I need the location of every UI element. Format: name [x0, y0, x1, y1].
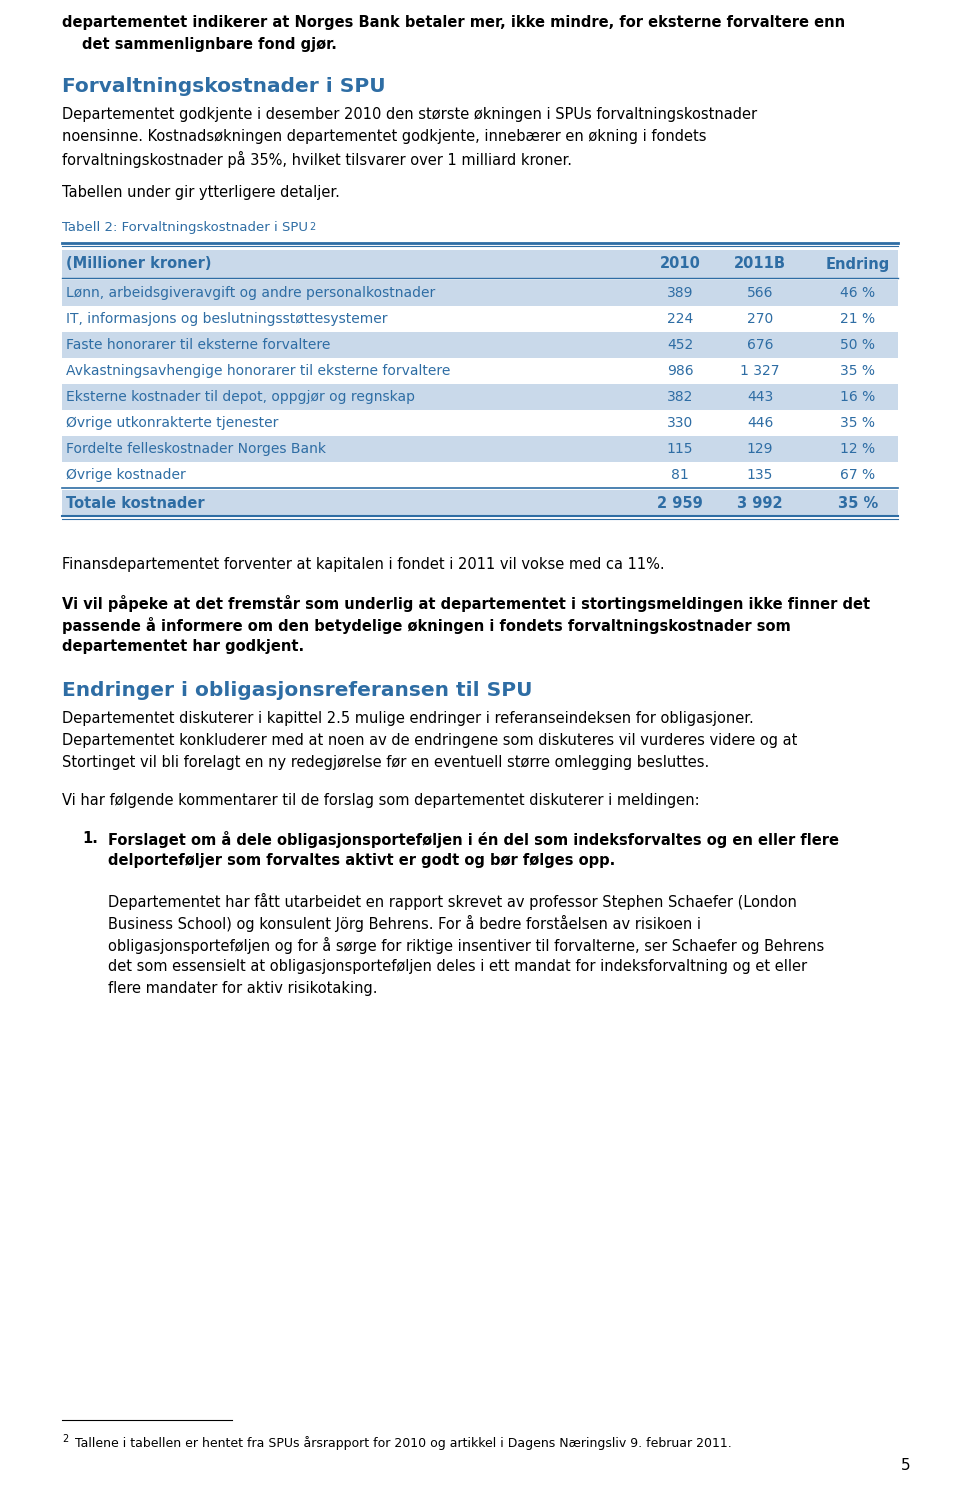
Text: 35 %: 35 % [841, 415, 876, 430]
Text: Faste honorarer til eksterne forvaltere: Faste honorarer til eksterne forvaltere [66, 338, 330, 351]
Text: delporteføljer som forvaltes aktivt er godt og bør følges opp.: delporteføljer som forvaltes aktivt er g… [108, 853, 615, 868]
Text: flere mandater for aktiv risikotaking.: flere mandater for aktiv risikotaking. [108, 981, 377, 996]
Text: Endringer i obligasjonsreferansen til SPU: Endringer i obligasjonsreferansen til SP… [62, 680, 533, 700]
Text: 115: 115 [667, 442, 693, 456]
Text: noensinne. Kostnadsøkningen departementet godkjente, innebærer en økning i fonde: noensinne. Kostnadsøkningen departemente… [62, 130, 707, 144]
Text: Business School) og konsulent Jörg Behrens. For å bedre forståelsen av risikoen : Business School) og konsulent Jörg Behre… [108, 916, 701, 932]
Text: 67 %: 67 % [840, 468, 876, 482]
Text: 566: 566 [747, 286, 773, 299]
Text: forvaltningskostnader på 35%, hvilket tilsvarer over 1 milliard kroner.: forvaltningskostnader på 35%, hvilket ti… [62, 150, 572, 168]
Text: Tabellen under gir ytterligere detaljer.: Tabellen under gir ytterligere detaljer. [62, 185, 340, 200]
Text: Stortinget vil bli forelagt en ny redegjørelse før en eventuell større omlegging: Stortinget vil bli forelagt en ny redegj… [62, 755, 709, 770]
Bar [62, 280, 898, 307]
Text: Vi har følgende kommentarer til de forslag som departementet diskuterer i meldin: Vi har følgende kommentarer til de forsl… [62, 794, 700, 809]
Text: Fordelte felleskostnader Norges Bank: Fordelte felleskostnader Norges Bank [66, 442, 326, 456]
Text: 50 %: 50 % [841, 338, 876, 351]
Text: 46 %: 46 % [840, 286, 876, 299]
Text: Finansdepartementet forventer at kapitalen i fondet i 2011 vil vokse med ca 11%.: Finansdepartementet forventer at kapital… [62, 557, 664, 572]
Bar [62, 384, 898, 409]
Text: 2011B: 2011B [734, 256, 786, 271]
Text: departementet indikerer at Norges Bank betaler mer, ikke mindre, for eksterne fo: departementet indikerer at Norges Bank b… [62, 15, 845, 30]
Text: Tallene i tabellen er hentet fra SPUs årsrapport for 2010 og artikkel i Dagens N: Tallene i tabellen er hentet fra SPUs år… [71, 1435, 732, 1450]
Text: 35 %: 35 % [838, 496, 878, 511]
Text: Forvaltningskostnader i SPU: Forvaltningskostnader i SPU [62, 77, 386, 95]
Text: 1.: 1. [82, 831, 98, 846]
Text: Øvrige kostnader: Øvrige kostnader [66, 468, 185, 482]
Text: Tabell 2: Forvaltningskostnader i SPU: Tabell 2: Forvaltningskostnader i SPU [62, 220, 308, 234]
Text: obligasjonsporteføljen og for å sørge for riktige insentiver til forvalterne, se: obligasjonsporteføljen og for å sørge fo… [108, 937, 825, 954]
Bar [62, 436, 898, 462]
Text: 135: 135 [747, 468, 773, 482]
Text: Totale kostnader: Totale kostnader [66, 496, 204, 511]
Text: 676: 676 [747, 338, 773, 351]
Text: Departementet diskuterer i kapittel 2.5 mulige endringer i referanseindeksen for: Departementet diskuterer i kapittel 2.5 … [62, 712, 754, 727]
Text: det sammenlignbare fond gjør.: det sammenlignbare fond gjør. [82, 37, 337, 52]
Text: Forslaget om å dele obligasjonsporteføljen i én del som indeksforvaltes og en el: Forslaget om å dele obligasjonsportefølj… [108, 831, 839, 849]
Text: passende å informere om den betydelige økningen i fondets forvaltningskostnader : passende å informere om den betydelige ø… [62, 616, 791, 634]
Text: 5: 5 [900, 1458, 910, 1473]
Text: 1 327: 1 327 [740, 363, 780, 378]
Text: Øvrige utkonrakterte tjenester: Øvrige utkonrakterte tjenester [66, 415, 278, 430]
Text: 35 %: 35 % [841, 363, 876, 378]
Text: Eksterne kostnader til depot, oppgjør og regnskap: Eksterne kostnader til depot, oppgjør og… [66, 390, 415, 404]
Text: Endring: Endring [826, 256, 890, 271]
Text: 270: 270 [747, 313, 773, 326]
Bar [62, 490, 898, 517]
Text: Vi vil påpeke at det fremstår som underlig at departementet i stortingsmeldingen: Vi vil påpeke at det fremstår som underl… [62, 596, 870, 612]
Text: 2 959: 2 959 [658, 496, 703, 511]
Text: 3 992: 3 992 [737, 496, 782, 511]
Text: 81: 81 [671, 468, 689, 482]
Text: 443: 443 [747, 390, 773, 404]
Text: 12 %: 12 % [840, 442, 876, 456]
Text: 21 %: 21 % [840, 313, 876, 326]
Text: 452: 452 [667, 338, 693, 351]
Text: Lønn, arbeidsgiveravgift og andre personalkostnader: Lønn, arbeidsgiveravgift og andre person… [66, 286, 435, 299]
Bar [62, 332, 898, 357]
Text: 2: 2 [62, 1434, 68, 1444]
Text: 330: 330 [667, 415, 693, 430]
Text: 129: 129 [747, 442, 773, 456]
Text: 446: 446 [747, 415, 773, 430]
Text: 16 %: 16 % [840, 390, 876, 404]
Text: (Millioner kroner): (Millioner kroner) [66, 256, 211, 271]
Text: IT, informasjons og beslutningsstøttesystemer: IT, informasjons og beslutningsstøttesys… [66, 313, 388, 326]
Text: Departementet godkjente i desember 2010 den største økningen i SPUs forvaltnings: Departementet godkjente i desember 2010 … [62, 107, 757, 122]
Text: det som essensielt at obligasjonsporteføljen deles i ett mandat for indeksforval: det som essensielt at obligasjonsportefø… [108, 959, 807, 974]
Text: 224: 224 [667, 313, 693, 326]
Text: Departementet har fått utarbeidet en rapport skrevet av professor Stephen Schaef: Departementet har fått utarbeidet en rap… [108, 893, 797, 910]
Text: Avkastningsavhengige honorarer til eksterne forvaltere: Avkastningsavhengige honorarer til ekste… [66, 363, 450, 378]
Bar [62, 250, 898, 278]
Text: 2: 2 [309, 222, 315, 232]
Text: departementet har godkjent.: departementet har godkjent. [62, 639, 304, 654]
Text: 382: 382 [667, 390, 693, 404]
Text: 986: 986 [666, 363, 693, 378]
Text: Departementet konkluderer med at noen av de endringene som diskuteres vil vurder: Departementet konkluderer med at noen av… [62, 733, 798, 747]
Text: 389: 389 [667, 286, 693, 299]
Text: 2010: 2010 [660, 256, 701, 271]
